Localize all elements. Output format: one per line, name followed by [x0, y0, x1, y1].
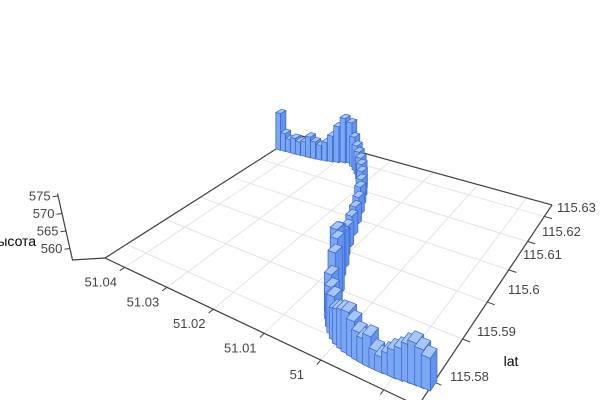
z-tick-label: 565 [37, 224, 59, 239]
axis-ticks [52, 195, 553, 395]
lat-tick-label: 115.59 [477, 324, 516, 339]
z-tick-label: 560 [41, 241, 63, 256]
z-axis-title: высота [0, 233, 36, 249]
lon-tick-label: 51.03 [127, 294, 160, 309]
lat-axis-title: lat [504, 353, 519, 369]
lat-tick-label: 115.6 [508, 282, 540, 297]
axis-tick-labels: 51.04 51.03 51.02 51.01 51 50.99 115.58 115.59 1… [29, 189, 596, 400]
lat-tick-label: 115.63 [557, 200, 596, 215]
lon-tick-label: 51 [290, 367, 304, 382]
lon-tick-label: 50.99 [344, 397, 377, 400]
lat-tick-label: 115.62 [542, 224, 581, 239]
lon-tick-label: 51.04 [84, 274, 117, 289]
lon-tick-label: 51.02 [173, 316, 206, 331]
lat-tick-label: 115.58 [450, 369, 489, 384]
plot-edges [56, 134, 553, 400]
bars-series [275, 108, 438, 392]
lat-tick-label: 115.61 [523, 247, 562, 262]
z-tick-label: 575 [29, 189, 51, 204]
z-tick-label: 570 [33, 206, 55, 221]
lon-tick-label: 51.01 [224, 340, 257, 355]
